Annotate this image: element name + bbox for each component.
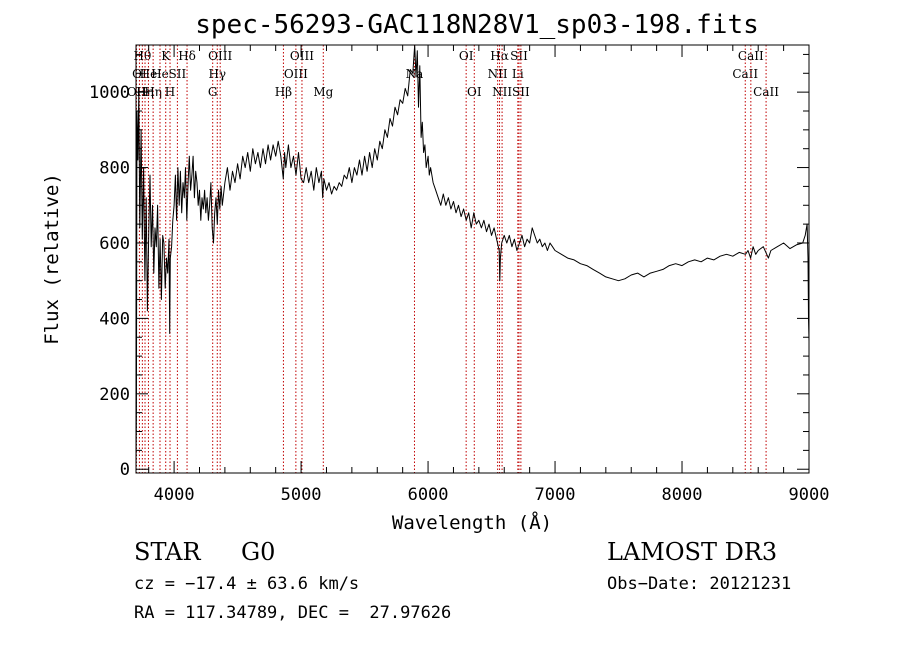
line-marker-label: Na bbox=[406, 67, 424, 81]
line-marker-label: NII bbox=[492, 85, 512, 99]
line-marker-label: Hη bbox=[144, 85, 162, 99]
y-tick-label: 200 bbox=[99, 385, 130, 405]
obs-date-text: Obs−Date: 20121231 bbox=[607, 574, 792, 594]
line-marker-label: Hα bbox=[490, 49, 509, 63]
line-markers: OIIOIHθHηHeHηHeKHSIIHδGHγOIIIHβOIIIOIIIM… bbox=[127, 45, 779, 473]
line-marker-label: CaII bbox=[738, 49, 764, 63]
line-marker-label: Hγ bbox=[208, 67, 226, 81]
y-tick-label: 400 bbox=[99, 309, 130, 329]
x-tick-label: 6000 bbox=[408, 485, 449, 505]
redshift-text: cz = −17.4 ± 63.6 km/s bbox=[134, 574, 360, 594]
line-marker-label: G bbox=[208, 85, 218, 99]
line-marker-label: SII bbox=[510, 49, 528, 63]
x-tick-label: 5000 bbox=[281, 485, 322, 505]
object-subclass: G0 bbox=[241, 538, 276, 566]
line-marker-label: OIII bbox=[208, 49, 232, 63]
y-tick-label: 0 bbox=[120, 460, 130, 480]
line-marker-label: He bbox=[151, 67, 169, 81]
coords-text: RA = 117.34789, DEC = 27.97626 bbox=[134, 603, 452, 623]
line-marker-label: OIII bbox=[284, 67, 308, 81]
line-marker-label: K bbox=[161, 49, 171, 63]
y-axis: 0 200 400 600 800 1000 bbox=[89, 53, 809, 480]
series-line-spectrum bbox=[135, 44, 810, 470]
series-group bbox=[135, 44, 810, 470]
x-axis-label: Wavelength (Å) bbox=[392, 511, 552, 534]
line-marker-label: SII bbox=[512, 85, 530, 99]
x-tick-label: 9000 bbox=[789, 485, 830, 505]
y-tick-label: 600 bbox=[99, 234, 130, 254]
line-marker-label: Hθ bbox=[133, 49, 151, 63]
y-tick-label: 800 bbox=[99, 159, 130, 179]
y-tick-label: 1000 bbox=[89, 83, 130, 103]
x-tick-label: 4000 bbox=[154, 485, 195, 505]
line-marker-label: CaII bbox=[753, 85, 779, 99]
chart-title: spec-56293-GAC118N28V1_sp03-198.fits bbox=[195, 10, 759, 40]
x-axis: 4000 5000 6000 7000 8000 9000 bbox=[148, 45, 830, 505]
line-marker-label: Hβ bbox=[275, 85, 292, 99]
line-marker-label: SII bbox=[169, 67, 187, 81]
survey-name: LAMOST DR3 bbox=[607, 538, 778, 566]
line-marker-label: Li bbox=[512, 67, 524, 81]
line-marker-label: H bbox=[165, 85, 175, 99]
line-marker-label: CaII bbox=[732, 67, 758, 81]
x-tick-label: 7000 bbox=[535, 485, 576, 505]
line-marker-label: Mg bbox=[313, 85, 333, 99]
line-marker-label: OI bbox=[459, 49, 474, 63]
line-marker-label: OIII bbox=[290, 49, 314, 63]
line-marker-label: NII bbox=[488, 67, 508, 81]
object-class: STAR bbox=[134, 538, 201, 566]
line-marker-label: Hδ bbox=[178, 49, 196, 63]
plot-frame bbox=[135, 44, 810, 474]
y-axis-label: Flux (relative) bbox=[41, 173, 63, 345]
line-marker-label: OI bbox=[467, 85, 482, 99]
x-tick-label: 8000 bbox=[662, 485, 703, 505]
